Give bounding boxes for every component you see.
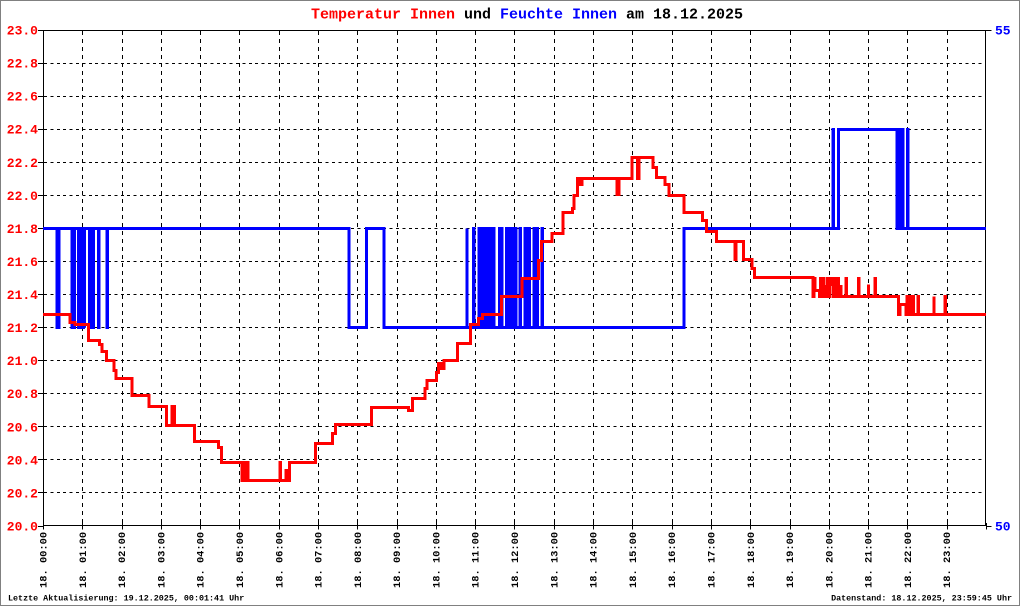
svg-text:18. 04:00: 18. 04:00 bbox=[196, 532, 208, 588]
svg-text:18. 16:00: 18. 16:00 bbox=[667, 532, 679, 588]
svg-text:21.8: 21.8 bbox=[7, 222, 38, 237]
svg-text:18. 19:00: 18. 19:00 bbox=[785, 532, 797, 588]
svg-text:21.4: 21.4 bbox=[7, 288, 38, 303]
svg-text:55: 55 bbox=[995, 24, 1011, 39]
svg-text:22.6: 22.6 bbox=[7, 90, 38, 105]
svg-text:18. 13:00: 18. 13:00 bbox=[549, 532, 561, 588]
svg-text:22.2: 22.2 bbox=[7, 156, 38, 171]
svg-text:20.6: 20.6 bbox=[7, 420, 38, 435]
svg-text:18. 17:00: 18. 17:00 bbox=[706, 532, 718, 588]
svg-text:Datenstand: 18.12.2025, 23:59:: Datenstand: 18.12.2025, 23:59:45 Uhr bbox=[831, 594, 1012, 604]
svg-text:18. 15:00: 18. 15:00 bbox=[628, 532, 640, 588]
svg-text:18. 11:00: 18. 11:00 bbox=[471, 532, 483, 588]
svg-text:18. 23:00: 18. 23:00 bbox=[942, 532, 954, 588]
svg-text:18. 09:00: 18. 09:00 bbox=[392, 532, 404, 588]
svg-text:18. 05:00: 18. 05:00 bbox=[235, 532, 247, 588]
svg-text:22.4: 22.4 bbox=[7, 123, 38, 138]
svg-text:18. 06:00: 18. 06:00 bbox=[274, 532, 286, 588]
svg-text:18. 01:00: 18. 01:00 bbox=[78, 532, 90, 588]
svg-text:22.8: 22.8 bbox=[7, 57, 38, 72]
svg-text:18. 03:00: 18. 03:00 bbox=[156, 532, 168, 588]
svg-text:18. 22:00: 18. 22:00 bbox=[903, 532, 915, 588]
svg-text:21.0: 21.0 bbox=[7, 354, 38, 369]
svg-text:50: 50 bbox=[995, 520, 1011, 535]
svg-text:Temperatur Innen und Feuchte I: Temperatur Innen und Feuchte Innen am 18… bbox=[311, 7, 743, 24]
svg-text:21.2: 21.2 bbox=[7, 321, 38, 336]
svg-text:21.6: 21.6 bbox=[7, 255, 38, 270]
svg-text:18. 18:00: 18. 18:00 bbox=[746, 532, 758, 588]
svg-text:Letzte Aktualisierung: 19.12.2: Letzte Aktualisierung: 19.12.2025, 00:01… bbox=[8, 594, 244, 604]
svg-text:20.4: 20.4 bbox=[7, 453, 38, 468]
svg-text:18. 20:00: 18. 20:00 bbox=[824, 532, 836, 588]
svg-text:18. 14:00: 18. 14:00 bbox=[589, 532, 601, 588]
svg-text:18. 21:00: 18. 21:00 bbox=[864, 532, 876, 588]
svg-text:18. 00:00: 18. 00:00 bbox=[39, 532, 51, 588]
svg-text:20.0: 20.0 bbox=[7, 520, 38, 535]
svg-text:18. 12:00: 18. 12:00 bbox=[510, 532, 522, 588]
svg-text:18. 02:00: 18. 02:00 bbox=[117, 532, 129, 588]
svg-text:23.0: 23.0 bbox=[7, 24, 38, 39]
svg-text:22.0: 22.0 bbox=[7, 189, 38, 204]
svg-text:18. 07:00: 18. 07:00 bbox=[314, 532, 326, 588]
svg-text:20.2: 20.2 bbox=[7, 486, 38, 501]
svg-text:18. 08:00: 18. 08:00 bbox=[353, 532, 365, 588]
svg-text:18. 10:00: 18. 10:00 bbox=[431, 532, 443, 588]
svg-text:20.8: 20.8 bbox=[7, 387, 38, 402]
